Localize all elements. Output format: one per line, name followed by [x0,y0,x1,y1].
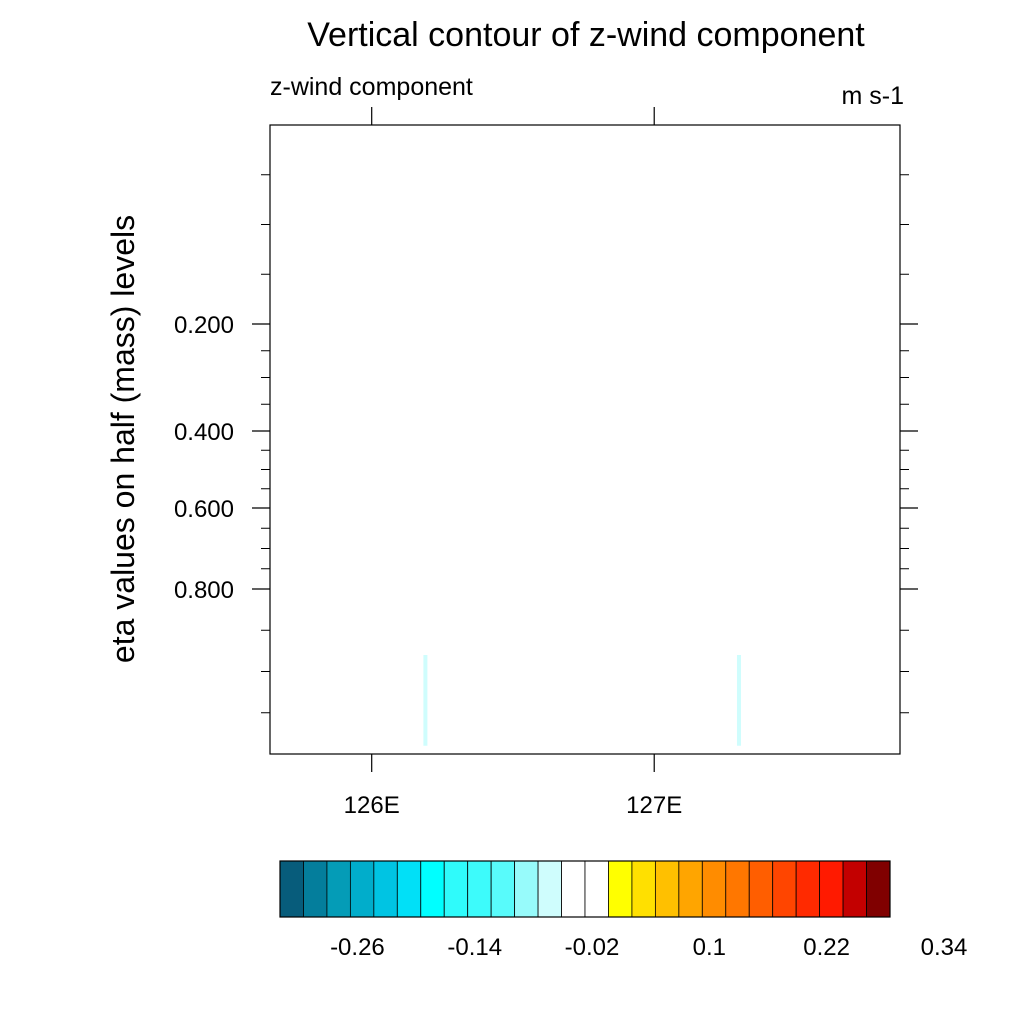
colorbar-tick-label: 0.1 [693,934,726,961]
colorbar-box [326,860,351,918]
colorbar-box [373,860,398,918]
contour-feature-1 [423,655,428,746]
units-label: m s-1 [841,82,905,110]
colorbar-box [608,860,633,918]
y-tick-label: 0.800 [174,577,234,604]
colorbar-box [725,860,750,918]
colorbar-box [866,860,891,918]
colorbar-box [537,860,562,918]
colorbar-box [842,860,867,918]
contour-features [423,655,741,746]
colorbar-box [443,860,469,918]
colorbar-box [279,860,304,918]
colorbar-box [303,860,328,918]
colorbar-tick-label: 0.34 [921,934,968,961]
contour-feature-2 [736,655,741,746]
x-tick-label: 126E [344,792,400,819]
plot-frame [269,124,901,755]
y-tick-label: 0.400 [174,419,234,446]
colorbar-box [584,860,609,918]
y-tick-label: 0.200 [174,312,234,339]
colorbar-box [349,860,375,918]
colorbar-box [396,860,422,918]
colorbar-box [490,860,516,918]
colorbar-frame [279,860,891,918]
colorbar-box [819,860,844,918]
colorbar-box [701,860,727,918]
colorbar-box [514,860,539,918]
colorbar-tick-label: -0.26 [330,934,385,961]
x-axis-ticks: 126E 127E [344,107,682,819]
colorbar-tick-label: 0.22 [803,934,850,961]
x-tick-label: 127E [626,792,682,819]
colorbar-box [772,860,797,918]
y-axis-ticks: 0.200 0.400 0.600 0.800 [174,174,918,714]
colorbar-box [467,860,492,918]
colorbar-box [420,860,445,918]
left-string-label: z-wind component [270,73,473,101]
colorbar-box [631,860,656,918]
colorbar-box [748,860,774,918]
chart-title: Vertical contour of z-wind component [307,16,865,54]
colorbar-box [654,860,680,918]
colorbar-box [678,860,703,918]
colorbar-box [561,860,586,918]
y-tick-label: 0.600 [174,496,234,523]
colorbar: -0.26 -0.14 -0.02 0.1 0.22 0.34 [279,860,968,961]
colorbar-box [795,860,821,918]
colorbar-tick-label: -0.14 [447,934,502,961]
colorbar-tick-label: -0.02 [565,934,620,961]
